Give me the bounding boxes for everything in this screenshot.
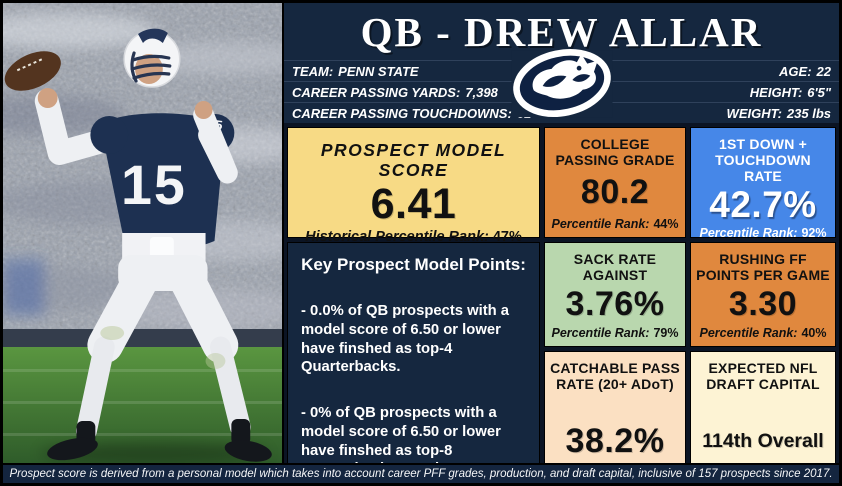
info-value: 235 lbs: [786, 105, 831, 121]
main-area: 15 15: [3, 3, 839, 483]
info-label: TEAM:: [292, 63, 334, 79]
player-photo: 15 15: [3, 3, 284, 463]
card-catchable-pass-rate: CATCHABLE PASS RATE (20+ ADoT) 38.2% Per…: [544, 351, 686, 483]
card-value: 42.7%: [709, 184, 817, 226]
percentile-label: Historical Percentile Rank:: [305, 229, 489, 246]
percentile-label: Percentile Rank:: [699, 326, 798, 340]
percentile-label: Percentile Rank:: [699, 226, 798, 241]
info-label: CAREER PASSING YARDS:: [292, 84, 461, 100]
percentile-value: 79%: [653, 326, 679, 340]
player-illustration: 15 15: [3, 3, 282, 463]
card-college-passing-grade: COLLEGE PASSING GRADE 80.2 Percentile Ra…: [544, 127, 686, 238]
info-label: HEIGHT:: [749, 84, 803, 100]
card-percentile: Percentile Rank: 40%: [700, 326, 827, 340]
info-label: WEIGHT:: [726, 105, 782, 121]
card-percentile: Percentile Rank: 44%: [552, 217, 679, 231]
key-points-title: Key Prospect Model Points:: [301, 255, 526, 274]
card-title: RUSHING FF POINTS PER GAME: [696, 251, 830, 284]
football-icon: [4, 51, 61, 91]
info-value: 7,398: [465, 84, 498, 100]
info-passing-yards: CAREER PASSING YARDS: 7,398: [284, 81, 562, 102]
info-value: PENN STATE: [338, 63, 419, 79]
percentile-value: 47%: [492, 229, 522, 246]
info-value: 6'5": [807, 84, 831, 100]
percentile-label: Percentile Rank:: [551, 217, 650, 231]
page-title: QB - DREW ALLAR: [360, 8, 763, 55]
info-label: AGE:: [779, 63, 812, 79]
card-title: CATCHABLE PASS RATE (20+ ADoT): [550, 360, 680, 393]
card-value: 6.41: [370, 180, 457, 229]
helmet-icon: [123, 28, 181, 88]
card-expected-nfl-draft-capital: EXPECTED NFL DRAFT CAPITAL 114th Overall…: [690, 351, 836, 483]
stat-cards-grid: PROSPECT MODEL SCORE 6.41 Historical Per…: [284, 123, 839, 483]
card-title: 1ST DOWN + TOUCHDOWN RATE: [715, 136, 811, 185]
card-prospect-model-score: PROSPECT MODEL SCORE 6.41 Historical Per…: [287, 127, 540, 245]
key-point-1: - 0.0% of QB prospects with a model scor…: [301, 303, 510, 376]
card-key-prospect-model-points: Key Prospect Model Points: - 0.0% of QB …: [287, 242, 540, 483]
info-age: AGE: 22: [561, 60, 839, 81]
card-value: 3.76%: [565, 285, 665, 324]
percentile-value: 44%: [653, 217, 679, 231]
jersey-number: 15: [121, 153, 187, 216]
info-label: CAREER PASSING TOUCHDOWNS:: [292, 105, 512, 121]
header: QB - DREW ALLAR TEAM: PENN STATE AGE: 22…: [284, 3, 839, 123]
card-title: COLLEGE PASSING GRADE: [555, 136, 675, 169]
card-percentile: Percentile Rank: 92%: [700, 226, 827, 240]
card-value: 3.30: [728, 285, 798, 324]
card-value: 38.2%: [565, 421, 665, 460]
card-rushing-ff-points-per-game: RUSHING FF POINTS PER GAME 3.30 Percenti…: [690, 242, 836, 347]
card-title: EXPECTED NFL DRAFT CAPITAL: [706, 360, 820, 393]
percentile-value: 92%: [801, 226, 827, 241]
card-percentile: Percentile Rank: 79%: [552, 326, 679, 340]
penn-state-nittany-lion-logo-icon: [510, 49, 613, 118]
card-value: 114th Overall: [702, 429, 824, 452]
card-first-down-touchdown-rate: 1ST DOWN + TOUCHDOWN RATE 42.7% Percenti…: [690, 127, 836, 240]
player-info: TEAM: PENN STATE AGE: 22 CAREER PASSING …: [284, 49, 839, 123]
footer-note: Prospect score is derived from a persona…: [3, 463, 839, 483]
stats-panel: QB - DREW ALLAR TEAM: PENN STATE AGE: 22…: [284, 3, 839, 483]
card-title: PROSPECT MODEL SCORE: [320, 140, 507, 181]
info-team: TEAM: PENN STATE: [284, 60, 562, 81]
info-weight: WEIGHT: 235 lbs: [561, 102, 839, 123]
card-percentile: Historical Percentile Rank: 47%: [305, 229, 522, 245]
card-value: 80.2: [580, 173, 650, 212]
percentile-value: 40%: [801, 326, 827, 340]
card-title: SACK RATE AGAINST: [573, 251, 657, 284]
info-value: 22: [816, 63, 831, 79]
info-height: HEIGHT: 6'5": [561, 81, 839, 102]
percentile-label: Percentile Rank:: [551, 326, 650, 340]
card-sack-rate-against: SACK RATE AGAINST 3.76% Percentile Rank:…: [544, 242, 686, 347]
